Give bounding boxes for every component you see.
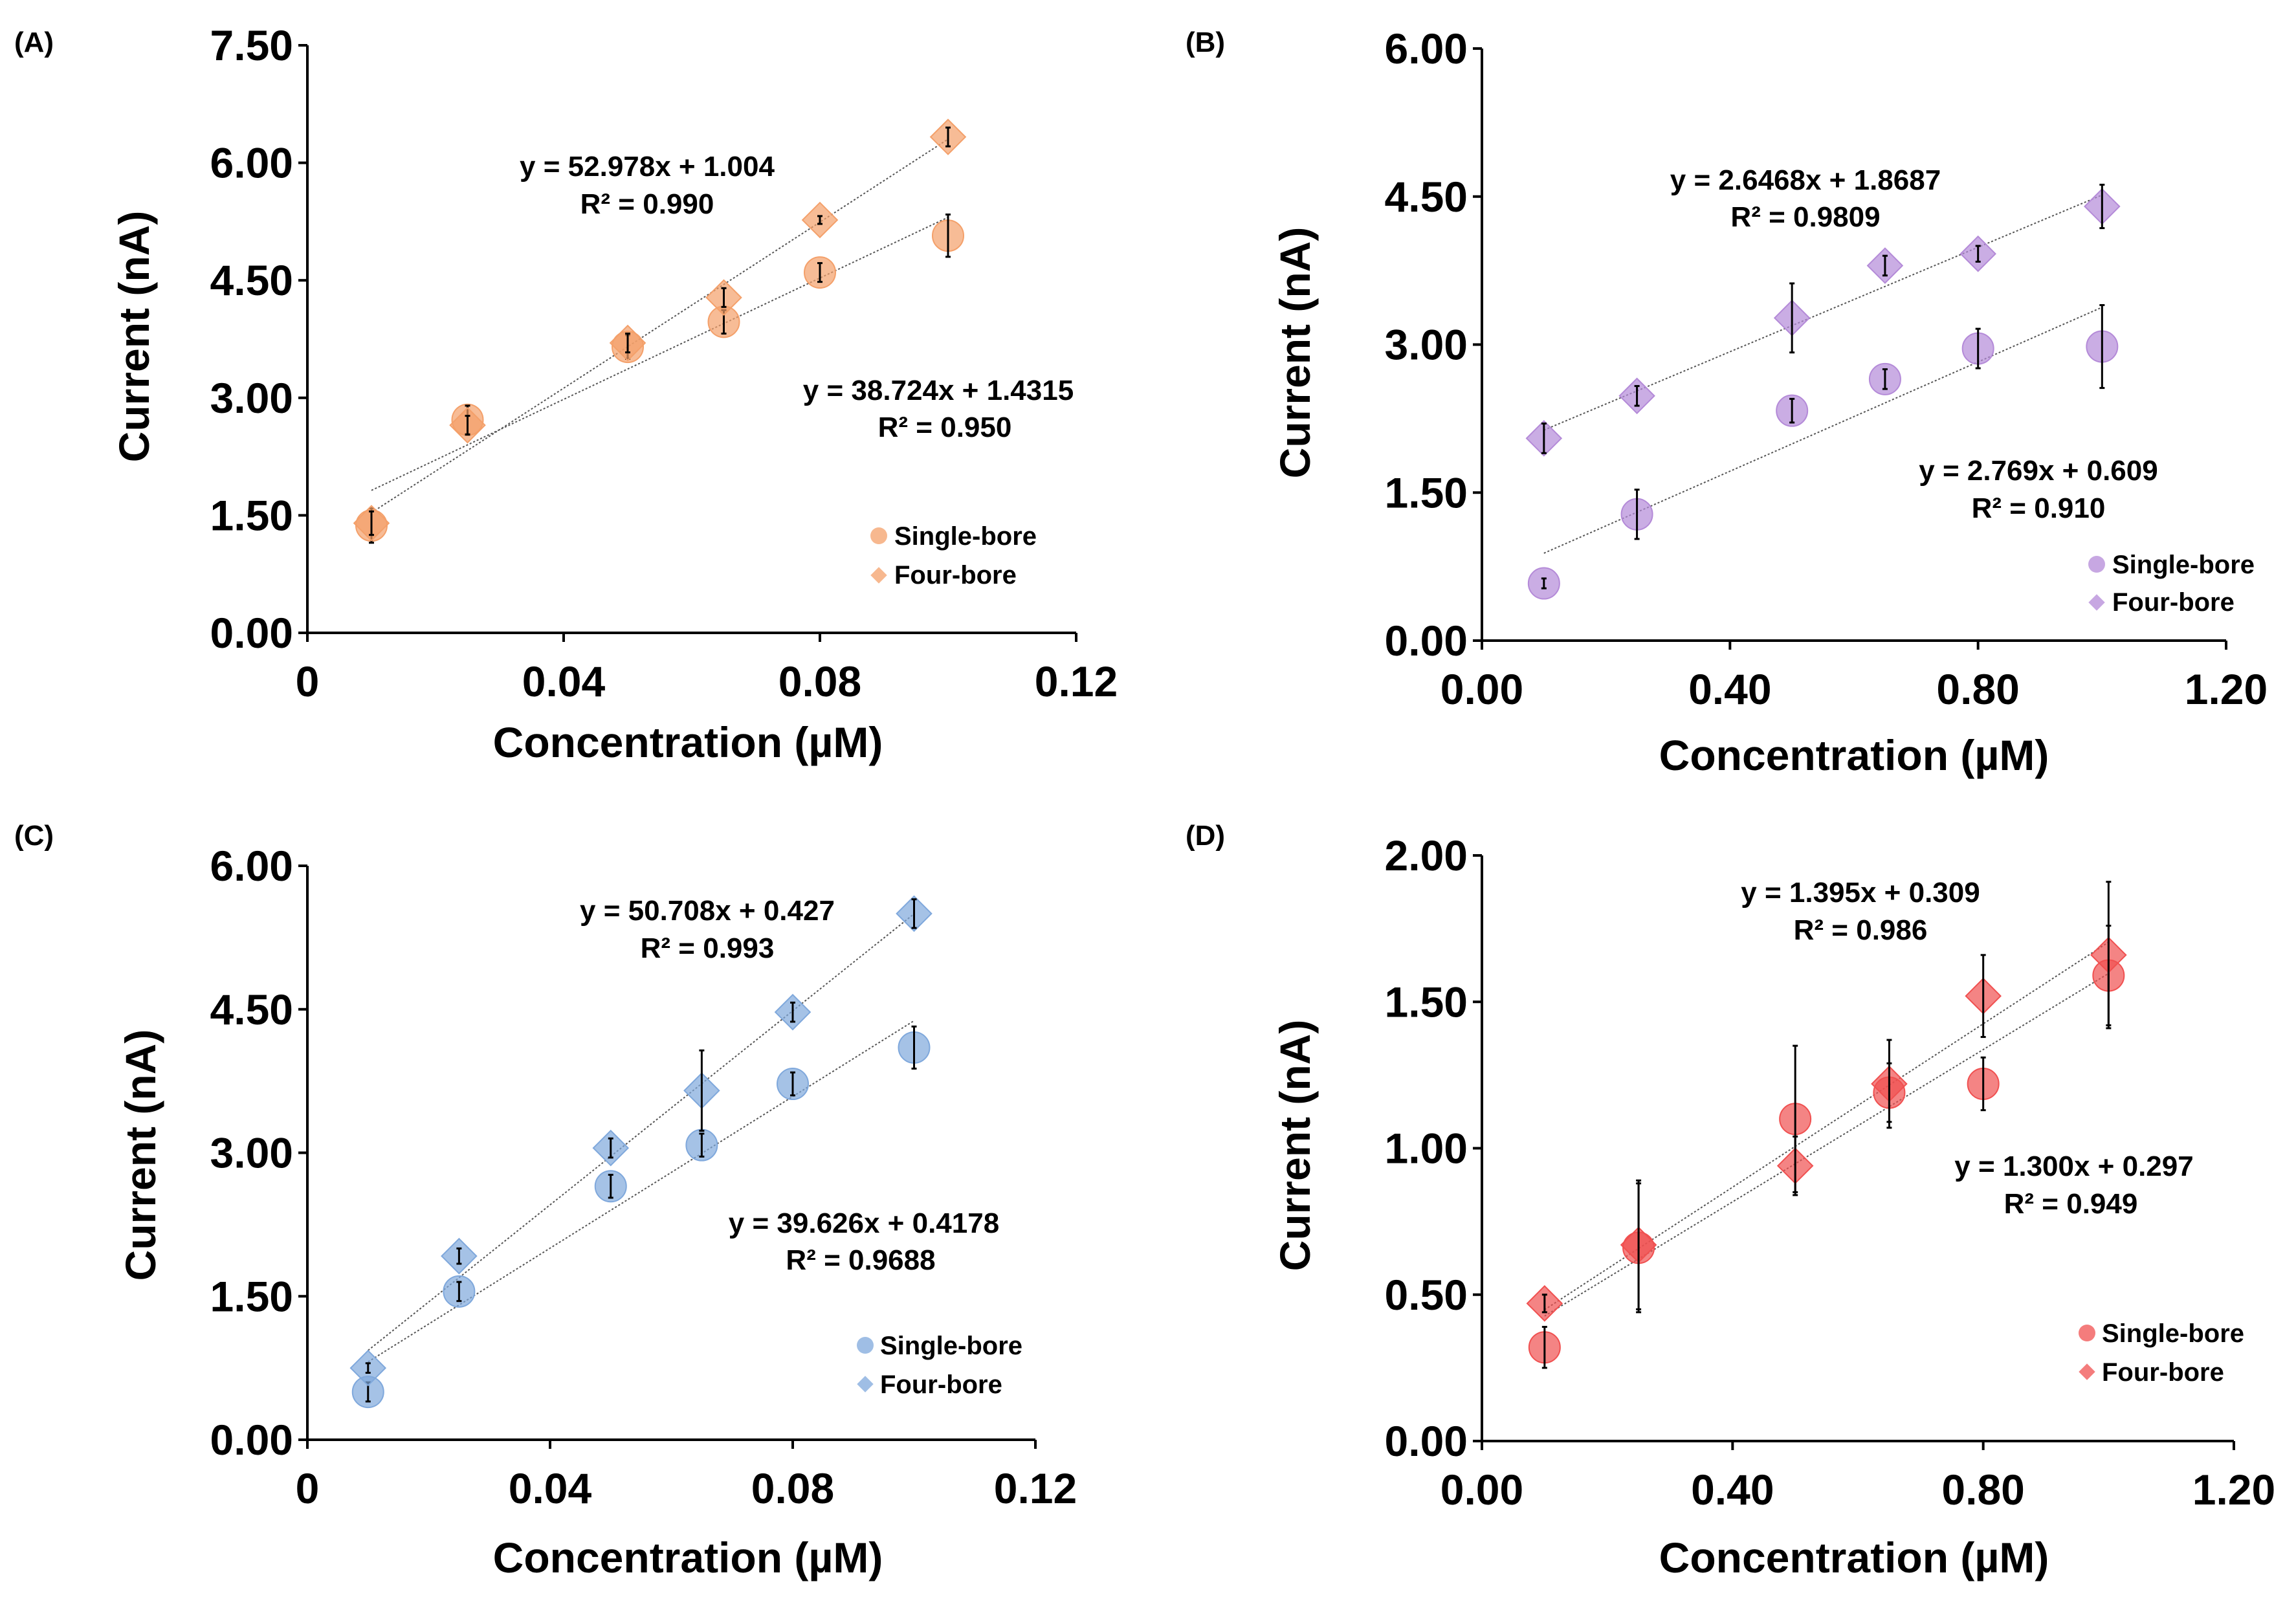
legend: Single-bore Four-bore — [870, 522, 1037, 589]
legend-marker-single-bore — [2079, 1325, 2095, 1341]
trendline-single-bore — [1544, 973, 2109, 1317]
plot-area: 0.00 0.50 1.00 1.50 2.00 0.00 0.40 0.80 1.20 — [1385, 832, 2276, 1514]
panel-label: (C) — [14, 820, 54, 852]
x-tick-label: 0 — [296, 1464, 320, 1512]
trendline-single-bore — [368, 1020, 915, 1363]
y-tick-label: 3.00 — [210, 374, 293, 422]
panel-label: (A) — [14, 27, 54, 58]
panel-label: (D) — [1186, 820, 1225, 852]
x-tick-label: 1.20 — [2192, 1466, 2275, 1514]
legend-label-single-bore: Single-bore — [894, 522, 1037, 551]
plot-area: 0.00 1.50 3.00 4.50 6.00 7.50 0 0.04 0.08 0.12 — [210, 21, 1118, 705]
y-tick-label: 6.00 — [1385, 25, 1468, 72]
y-tick-label: 1.50 — [210, 491, 293, 539]
panel-d: (D) Current (nA) Concentration (µM) 0.00… — [1186, 820, 2275, 1581]
x-tick-label: 0.80 — [1941, 1466, 2024, 1514]
r2-four-bore: R² = 0.990 — [580, 188, 714, 220]
y-axis-label: Current (nA) — [1271, 227, 1319, 479]
r2-single-bore: R² = 0.910 — [1972, 492, 2106, 524]
y-tick-label: 4.50 — [210, 256, 293, 304]
legend: Single-bore Four-bore — [2088, 551, 2255, 617]
legend-marker-four-bore — [2079, 1363, 2095, 1380]
y-tick-label: 0.00 — [210, 609, 293, 657]
y-tick-label: 4.50 — [1385, 173, 1468, 221]
legend-label-single-bore: Single-bore — [880, 1332, 1022, 1360]
x-tick-label: 0.12 — [1035, 657, 1118, 705]
trendline-single-bore — [371, 216, 949, 491]
plot-area: 0.00 1.50 3.00 4.50 6.00 0 0.04 0.08 0.12 — [210, 842, 1077, 1512]
legend-label-four-bore: Four-bore — [894, 561, 1017, 589]
x-axis-label: Concentration (µM) — [1659, 1534, 2049, 1581]
r2-single-bore: R² = 0.9688 — [786, 1244, 935, 1276]
equation-single-bore: y = 38.724x + 1.4315 — [803, 375, 1074, 406]
equation-four-bore: y = 52.978x + 1.004 — [520, 151, 775, 182]
r2-four-bore: R² = 0.9809 — [1730, 201, 1880, 233]
legend-marker-single-bore — [857, 1337, 874, 1354]
legend-label-four-bore: Four-bore — [2102, 1358, 2224, 1387]
x-tick-label: 0.04 — [509, 1464, 592, 1512]
plot-area: 0.00 1.50 3.00 4.50 6.00 0.00 0.40 0.80 1.20 — [1385, 25, 2268, 713]
r2-single-bore: R² = 0.949 — [2004, 1188, 2138, 1220]
panel-c: (C) Current (nA) Concentration (µM) 0.00… — [14, 820, 1077, 1581]
panel-label: (B) — [1186, 27, 1225, 58]
r2-four-bore: R² = 0.986 — [1794, 914, 1928, 946]
r2-four-bore: R² = 0.993 — [641, 932, 775, 964]
x-tick-label: 0.12 — [994, 1464, 1077, 1512]
equation-four-bore: y = 50.708x + 0.427 — [580, 895, 835, 927]
y-axis-label: Current (nA) — [1271, 1020, 1319, 1272]
equation-four-bore: y = 1.395x + 0.309 — [1741, 877, 1980, 909]
y-tick-label: 3.00 — [1385, 321, 1468, 369]
trendline-four-bore — [1544, 942, 2109, 1310]
y-tick-label: 1.00 — [1385, 1125, 1468, 1173]
y-tick-label: 0.00 — [210, 1416, 293, 1464]
y-tick-label: 1.50 — [1385, 978, 1468, 1026]
y-tick-label: 7.50 — [210, 21, 293, 69]
x-tick-label: 0.40 — [1688, 665, 1771, 713]
x-tick-label: 0.80 — [1936, 665, 2019, 713]
r2-single-bore: R² = 0.950 — [878, 412, 1012, 443]
panel-b: (B) Current (nA) Concentration (µM) 0.00… — [1186, 25, 2268, 779]
legend-label-single-bore: Single-bore — [2112, 551, 2255, 579]
legend-label-four-bore: Four-bore — [2112, 588, 2235, 617]
x-tick-label: 0.00 — [1441, 1466, 1523, 1514]
legend-marker-four-bore — [870, 567, 887, 584]
x-tick-label: 0.00 — [1441, 665, 1523, 713]
legend-marker-four-bore — [857, 1376, 874, 1393]
y-tick-label: 1.50 — [210, 1272, 293, 1320]
equation-single-bore: y = 2.769x + 0.609 — [1919, 455, 2158, 487]
x-axis-label: Concentration (µM) — [493, 1534, 883, 1581]
y-tick-label: 1.50 — [1385, 468, 1468, 516]
y-tick-label: 4.50 — [210, 986, 293, 1033]
equation-four-bore: y = 2.6468x + 1.8687 — [1670, 164, 1941, 196]
x-tick-label: 0.08 — [778, 657, 861, 705]
equation-single-bore: y = 39.626x + 0.4178 — [729, 1207, 999, 1239]
y-tick-label: 0.00 — [1385, 617, 1468, 665]
y-tick-label: 0.00 — [1385, 1417, 1468, 1465]
x-axis-label: Concentration (µM) — [1659, 731, 2049, 779]
x-axis-label: Concentration (µM) — [493, 718, 883, 766]
legend: Single-bore Four-bore — [2079, 1319, 2244, 1387]
x-tick-label: 0.04 — [522, 657, 606, 705]
equation-single-bore: y = 1.300x + 0.297 — [1954, 1151, 2193, 1182]
y-tick-label: 2.00 — [1385, 832, 1468, 879]
legend-marker-four-bore — [2088, 594, 2105, 611]
y-tick-label: 0.50 — [1385, 1271, 1468, 1319]
legend-label-four-bore: Four-bore — [880, 1371, 1002, 1399]
x-tick-label: 0 — [296, 657, 320, 705]
panel-a: (A) Current (nA) Concentration (µM) 0.00… — [14, 21, 1118, 766]
x-tick-label: 1.20 — [2185, 665, 2268, 713]
y-axis-label: Current (nA) — [110, 211, 158, 463]
legend: Single-bore Four-bore — [857, 1332, 1022, 1399]
legend-label-single-bore: Single-bore — [2102, 1319, 2244, 1348]
x-tick-label: 0.08 — [751, 1464, 834, 1512]
legend-marker-single-bore — [870, 527, 887, 544]
y-tick-label: 3.00 — [210, 1129, 293, 1177]
trendline-four-bore — [371, 138, 949, 514]
legend-marker-single-bore — [2088, 556, 2105, 573]
y-tick-label: 6.00 — [210, 842, 293, 890]
x-tick-label: 0.40 — [1691, 1466, 1774, 1514]
y-tick-label: 6.00 — [210, 139, 293, 187]
y-axis-label: Current (nA) — [116, 1030, 164, 1281]
